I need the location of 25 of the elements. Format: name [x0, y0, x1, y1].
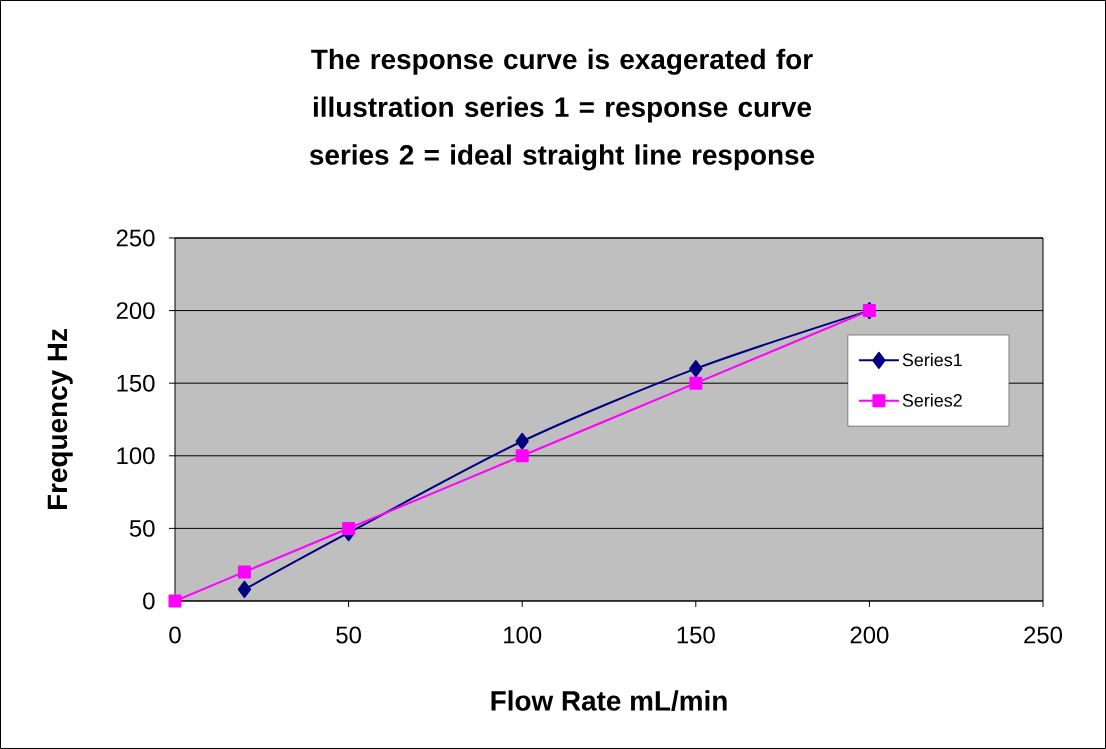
y-tick-label: 250 — [116, 229, 155, 247]
point — [515, 449, 529, 463]
y-axis-title: Frequency Hz — [47, 329, 73, 510]
x-tick-label: 200 — [850, 626, 889, 644]
y-tick-label: 150 — [117, 374, 155, 392]
x-tick-label: 50 — [336, 626, 361, 644]
point — [168, 594, 182, 608]
point — [515, 432, 529, 450]
y-tick-label: 100 — [117, 447, 155, 465]
x-tick-label: 250 — [1024, 626, 1063, 644]
y-tick-label: 200 — [116, 302, 155, 320]
legend-label: Series1 — [902, 353, 962, 367]
chart-title: The response curve is exagerated for illustration series 1 = response curve series 2 = ideal straight line response — [309, 48, 815, 171]
point — [237, 565, 251, 579]
y-tick-label: 50 — [129, 519, 155, 537]
point — [689, 360, 703, 378]
point — [237, 580, 252, 598]
legend-label: Series2 — [902, 393, 962, 407]
point — [342, 521, 356, 535]
x-tick-label: 0 — [169, 626, 181, 644]
x-tick-label: 150 — [677, 626, 715, 644]
y-tick-label: 0 — [143, 592, 155, 610]
point — [689, 376, 703, 390]
x-tick-label: 100 — [504, 626, 542, 644]
x-axis-title: Flow Rate mL/min — [491, 690, 727, 712]
